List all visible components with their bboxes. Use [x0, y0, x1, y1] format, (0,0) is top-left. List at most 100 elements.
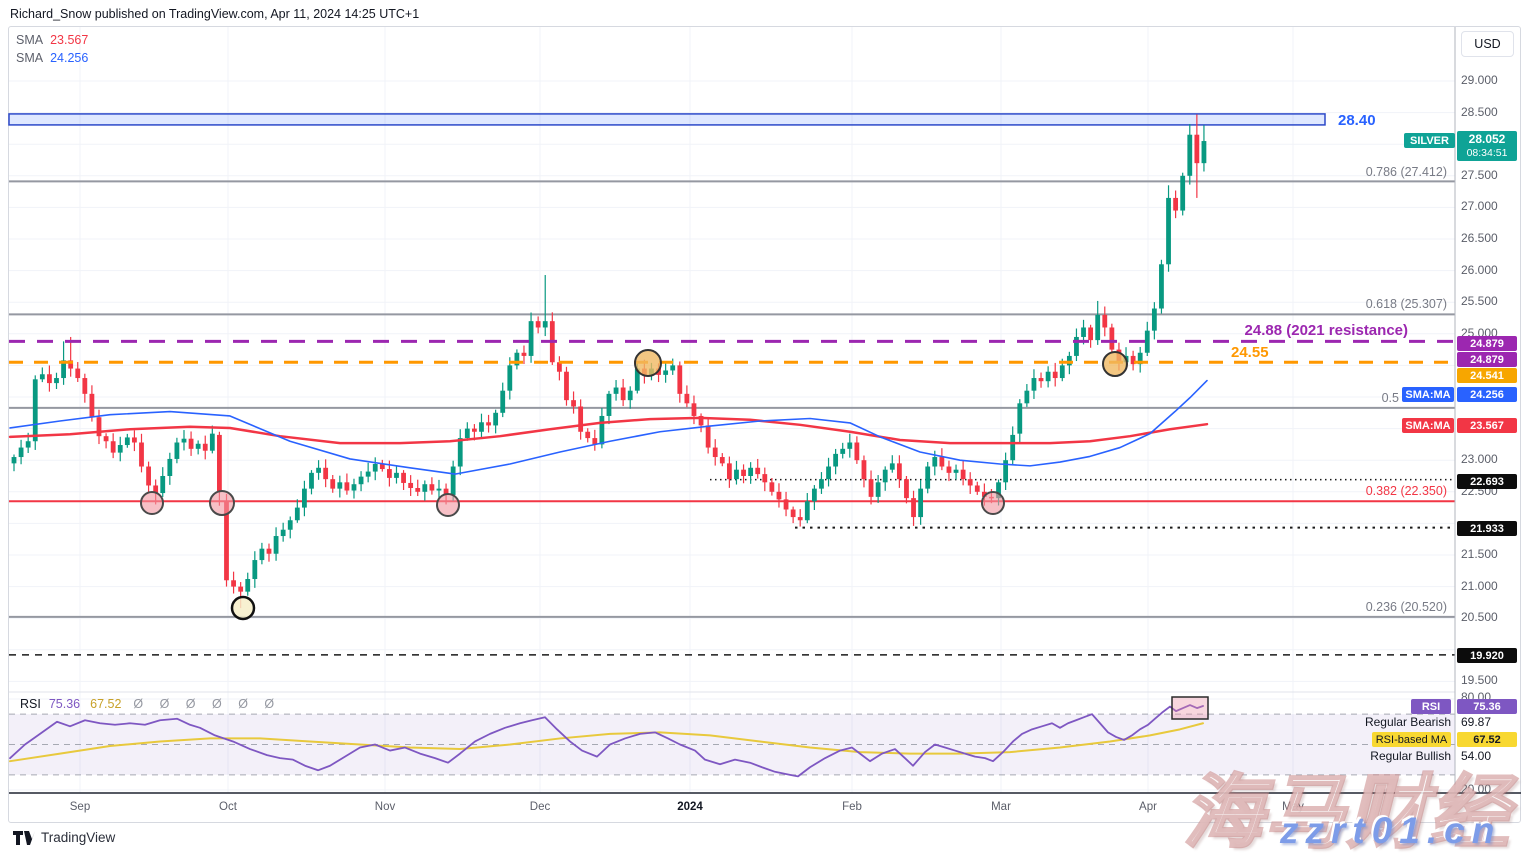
- candle-body: [103, 436, 109, 442]
- price-tick-21.000: 21.000: [1461, 578, 1498, 593]
- candle-body: [896, 463, 902, 480]
- candle-body: [684, 393, 690, 404]
- rsi-ma-line[interactable]: [9, 722, 1204, 763]
- candle-body: [946, 466, 952, 473]
- price-tick-19.500: 19.500: [1461, 673, 1498, 688]
- candle-body: [117, 445, 123, 453]
- marker-circle-pink[interactable]: [436, 493, 460, 517]
- candle-body: [309, 472, 314, 489]
- price-badge-23.567: 23.567: [1457, 418, 1517, 433]
- candle-body: [521, 352, 527, 356]
- candle-body: [918, 488, 924, 518]
- candle-body: [287, 520, 293, 530]
- rsi-legend-value: 75.36: [48, 697, 81, 711]
- marker-circle-cream[interactable]: [230, 595, 256, 621]
- candle-body: [620, 387, 626, 401]
- candle-body: [868, 479, 874, 497]
- candle-body: [911, 498, 916, 518]
- time-tick-Feb: Feb: [842, 801, 862, 813]
- candle-body: [535, 321, 541, 328]
- resistance-2488-label[interactable]: 24.88 (2021 resistance): [1244, 322, 1408, 339]
- regular-bearish-label: Regular Bearish: [1364, 715, 1451, 729]
- candle-body: [1166, 197, 1171, 265]
- candle-body: [493, 412, 499, 426]
- candle-body: [401, 472, 406, 483]
- candle-body: [89, 393, 95, 418]
- candle-body: [471, 428, 477, 432]
- sma-blue-line[interactable]: [9, 379, 1208, 475]
- candle-body: [967, 479, 973, 486]
- sma-red-line[interactable]: [8, 416, 1209, 445]
- rsi-line[interactable]: [9, 704, 1204, 778]
- candle-body: [974, 485, 980, 492]
- price-tick-28.500: 28.500: [1461, 104, 1498, 119]
- candle-body: [174, 442, 180, 459]
- candle-body: [556, 362, 562, 372]
- candle-body: [323, 467, 329, 480]
- candle-body: [1144, 330, 1150, 353]
- candle-body: [833, 453, 839, 467]
- candle-body: [450, 466, 456, 495]
- candle-body: [797, 517, 803, 521]
- sma-legend-row-2[interactable]: SMA 24.256: [16, 51, 88, 69]
- price-tick-23.000: 23.000: [1461, 452, 1498, 467]
- candle-body: [209, 433, 215, 451]
- candle-body: [39, 374, 45, 380]
- candle-body: [443, 488, 449, 495]
- sma-legend[interactable]: SMA 23.567 SMA 24.256: [16, 33, 88, 69]
- marker-circle-orange[interactable]: [634, 349, 662, 377]
- candle-body: [1109, 327, 1115, 350]
- price-tick-26.000: 26.000: [1461, 262, 1498, 277]
- candle-body: [1159, 264, 1164, 309]
- sma-legend-row-1[interactable]: SMA 23.567: [16, 33, 88, 51]
- candle-body: [1066, 355, 1072, 366]
- candle-body: [365, 471, 371, 477]
- price-tick-29.000: 29.000: [1461, 73, 1498, 87]
- time-tick-Nov: Nov: [374, 801, 396, 813]
- candle-body: [273, 536, 279, 554]
- candle-body: [25, 441, 31, 448]
- watermark-chinese: 海马财经: [1182, 767, 1511, 857]
- candle-body: [691, 403, 697, 416]
- rsi-divergence-box[interactable]: [1171, 696, 1209, 720]
- fib-0236-label: 0.236 (20.520): [1365, 600, 1447, 614]
- currency-usd-button[interactable]: USD: [1461, 31, 1514, 57]
- regular-bullish-label: Regular Bullish: [1370, 749, 1451, 763]
- candle-body: [514, 352, 520, 366]
- candle-body: [769, 482, 775, 492]
- price-badge-19.920: 19.920: [1457, 648, 1517, 663]
- price-tick-27.500: 27.500: [1461, 167, 1498, 182]
- silver-symbol-badge: SILVER: [1404, 133, 1455, 148]
- candle-body: [670, 365, 676, 371]
- candle-body: [238, 586, 244, 592]
- regular-bullish-value: 54.00: [1461, 749, 1492, 763]
- candle-body: [507, 365, 513, 391]
- resistance-band-2840[interactable]: [8, 113, 1326, 126]
- sma-ma-blue-badge: SMA:MA: [1402, 387, 1454, 402]
- level-2455-label[interactable]: 24.55: [1231, 344, 1269, 361]
- candle-body: [1180, 175, 1186, 211]
- marker-circle-orange[interactable]: [1102, 351, 1128, 377]
- rsi-legend[interactable]: RSI 75.36 67.52 Ø Ø Ø Ø Ø Ø: [20, 697, 274, 711]
- candle-body: [861, 460, 867, 480]
- sma-blue-value: 24.256: [50, 51, 89, 65]
- candle-body: [634, 368, 640, 391]
- candle-body: [783, 499, 789, 510]
- rsi-tick-20: 20.00: [1461, 782, 1492, 796]
- resistance-2840-label[interactable]: 28.40: [1338, 112, 1376, 129]
- candle-body: [1059, 365, 1065, 379]
- candle-body: [379, 463, 385, 470]
- candle-body: [932, 457, 938, 467]
- tradingview-logo[interactable]: TradingView: [13, 830, 115, 845]
- candle-body: [132, 437, 137, 443]
- marker-circle-pink[interactable]: [981, 491, 1005, 515]
- price-badge-24.879: 24.879: [1457, 352, 1517, 367]
- candle-body: [882, 469, 888, 483]
- candle-body: [698, 415, 704, 426]
- candle-body: [542, 321, 548, 328]
- marker-circle-pink[interactable]: [140, 491, 164, 515]
- rsi-legend-empty-values: Ø Ø Ø Ø Ø Ø: [133, 697, 275, 711]
- marker-circle-pink[interactable]: [209, 490, 235, 516]
- candle-body: [394, 472, 399, 478]
